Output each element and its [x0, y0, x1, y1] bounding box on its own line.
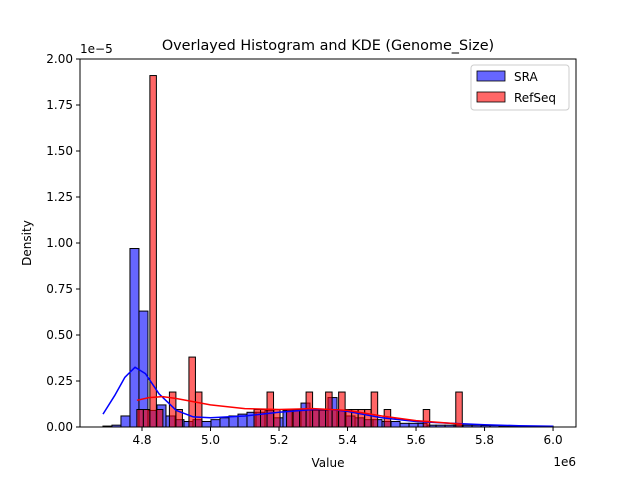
refseq-bars [136, 75, 463, 428]
x-tick-label: 6.0 [544, 433, 563, 447]
refseq-bar [318, 409, 327, 428]
refseq-bar [142, 409, 151, 428]
refseq-bar [194, 391, 203, 428]
y-tick-label: 0.75 [46, 282, 73, 296]
sra-bar [219, 417, 230, 428]
legend-label-refseq: RefSeq [514, 91, 556, 105]
y-tick-label: 1.25 [46, 190, 73, 204]
y-tick-label: 0.50 [46, 328, 73, 342]
x-tick-label: 5.2 [269, 433, 288, 447]
sra-bar [408, 422, 419, 428]
y-axis-label: Density [20, 220, 34, 266]
refseq-bar [455, 391, 463, 428]
x-tick-label: 5.8 [475, 433, 494, 447]
y-tick-label: 1.75 [46, 98, 73, 112]
refseq-bar [149, 75, 157, 428]
sra-bar [390, 420, 401, 428]
x-axis-label: Value [312, 456, 345, 470]
kde-curves [102, 366, 554, 428]
sra-bar [228, 415, 239, 428]
refseq-bar [422, 409, 431, 428]
x-tick-label: 5.6 [406, 433, 425, 447]
refseq-bar [299, 409, 307, 428]
legend-swatch-sra [476, 70, 506, 82]
refseq-kde-line [136, 395, 463, 425]
refseq-bar [155, 409, 164, 428]
legend: SRA RefSeq [470, 64, 570, 111]
y-axis: 0.00 0.25 0.50 0.75 1.00 1.25 1.50 1.75 2.00 [46, 52, 80, 434]
x-tick-label: 4.8 [132, 433, 151, 447]
refseq-bar [331, 409, 340, 428]
legend-label-sra: SRA [514, 70, 538, 84]
chart-title: Overlayed Histogram and KDE (Genome_Size… [162, 38, 494, 54]
y-tick-label: 0.00 [46, 420, 73, 434]
sra-bar [399, 422, 410, 428]
y-tick-label: 1.00 [46, 236, 73, 250]
x-axis: 4.8 5.0 5.2 5.4 5.6 5.8 6.0 [132, 427, 563, 447]
x-tick-label: 5.0 [201, 433, 220, 447]
y-tick-label: 1.50 [46, 144, 73, 158]
y-tick-label: 0.25 [46, 374, 73, 388]
x-tick-label: 5.4 [338, 433, 357, 447]
sra-bar [201, 420, 212, 428]
sra-bar [120, 415, 131, 428]
refseq-bar [253, 409, 262, 428]
x-offset-label: 1e6 [553, 455, 576, 469]
refseq-bar [312, 409, 320, 428]
refseq-bar [260, 409, 268, 428]
y-offset-label: 1e−5 [80, 42, 113, 56]
sra-bar [210, 419, 221, 428]
legend-swatch-refseq [476, 91, 506, 103]
refseq-bar [370, 391, 379, 428]
y-tick-label: 2.00 [46, 52, 73, 66]
refseq-bar [292, 409, 301, 428]
refseq-bar [136, 409, 144, 428]
refseq-bar [364, 409, 372, 428]
